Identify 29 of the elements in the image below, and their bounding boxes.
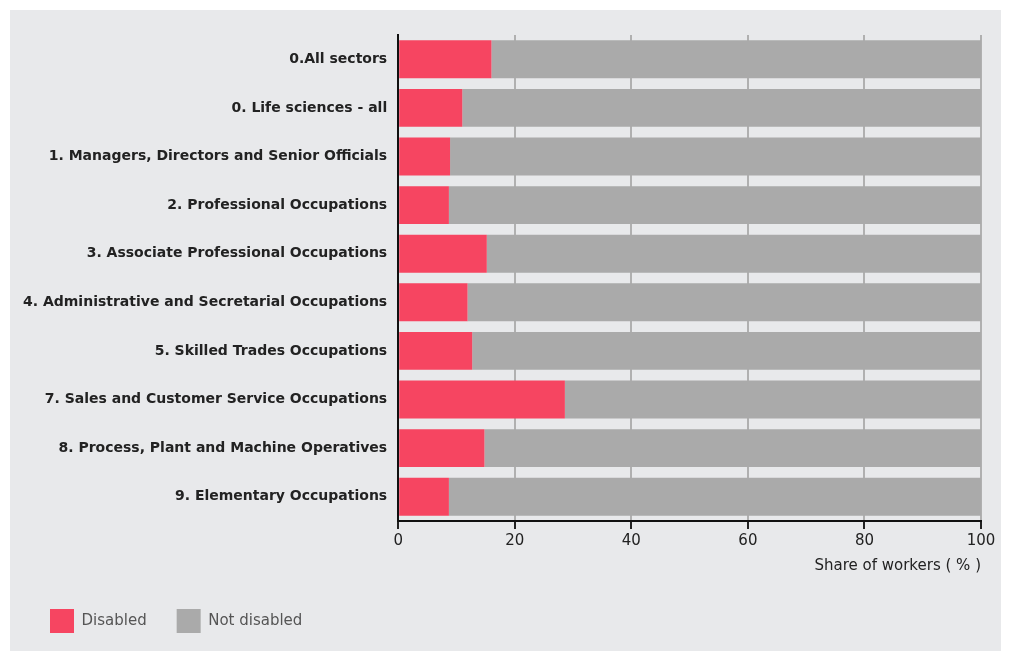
bar	[399, 186, 449, 225]
y-tick-label: 1. Managers, Directors and Senior Officials	[48, 147, 388, 164]
bar	[399, 88, 463, 127]
y-tick-label: 0.All sectors	[289, 49, 388, 66]
bar	[399, 429, 485, 468]
x-tick-label: 40	[621, 530, 641, 549]
legend-label: Not disabled	[208, 610, 303, 629]
bar	[399, 380, 565, 419]
x-tick-label: 0	[393, 530, 403, 549]
bar	[399, 477, 449, 516]
y-tick-label: 3. Associate Professional Occupations	[86, 244, 388, 261]
y-tick-label: 5. Skilled Trades Occupations	[154, 341, 388, 358]
legend-label: Disabled	[81, 610, 147, 629]
bar	[399, 234, 487, 273]
x-tick-label: 80	[854, 530, 874, 549]
x-tick-label: 100	[966, 530, 996, 549]
y-tick-label: 9. Elementary Occupations	[174, 487, 388, 504]
bar	[399, 283, 468, 322]
y-tick-label: 7. Sales and Customer Service Occupations	[44, 390, 388, 407]
x-tick-label: 60	[738, 530, 758, 549]
x-axis-title: Share of workers ( % )	[814, 555, 981, 574]
y-tick-label: 8. Process, Plant and Machine Operatives	[58, 438, 388, 455]
y-tick-label: 4. Administrative and Secretarial Occupations	[23, 292, 388, 309]
y-tick-label: 2. Professional Occupations	[167, 195, 388, 212]
y-tick-label: 0. Life sciences - all	[231, 98, 388, 115]
bar	[399, 331, 473, 370]
x-tick-label: 20	[505, 530, 525, 549]
bar	[399, 40, 492, 79]
bar	[399, 137, 451, 176]
